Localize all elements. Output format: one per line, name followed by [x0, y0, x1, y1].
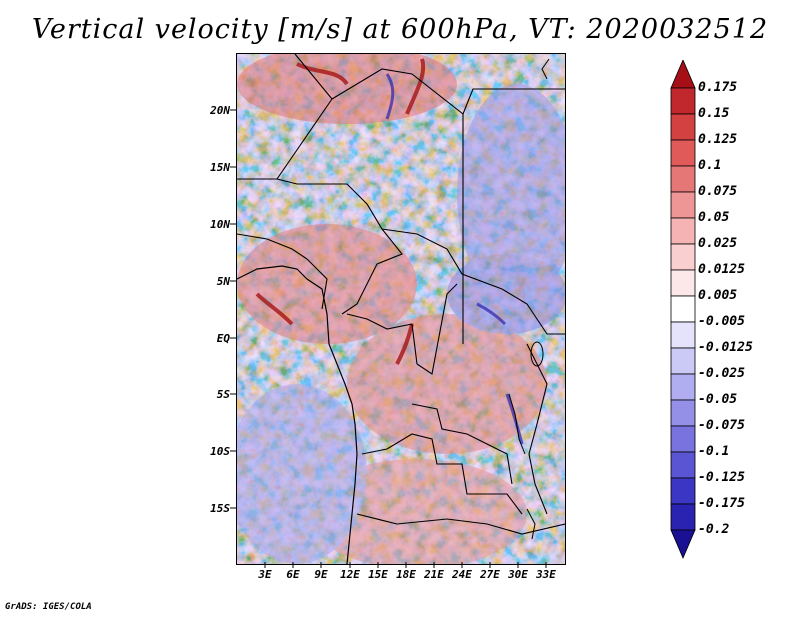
lon-tick-label: 33E — [536, 568, 556, 581]
colorbar-label: -0.005 — [698, 314, 745, 329]
colorbar-label: 0.05 — [698, 210, 730, 225]
colorbar-label: -0.125 — [698, 470, 745, 485]
lon-tick-label: 18E — [396, 568, 416, 581]
lon-tick-label: 27E — [480, 568, 500, 581]
colorbar-bin — [670, 451, 696, 479]
lat-tick-label: 10N — [210, 218, 230, 231]
colorbar-bin — [670, 399, 696, 427]
colorbar-bin — [670, 217, 696, 245]
colorbar-label: -0.05 — [698, 392, 738, 407]
velocity-map — [236, 53, 566, 565]
colorbar-label: 0.15 — [698, 106, 730, 121]
colorbar-bin — [670, 347, 696, 375]
colorbar-bin — [670, 529, 696, 560]
lat-tick-label: 5S — [216, 388, 230, 401]
colorbar-label: 0.0125 — [698, 262, 745, 277]
map-title: Vertical velocity [m/s] at 600hPa, VT: 2… — [31, 14, 769, 45]
lat-tick-label: 10S — [210, 445, 230, 458]
lat-tick-label: 20N — [210, 104, 230, 117]
lat-tick-label: 15N — [210, 161, 230, 174]
lon-tick-label: 3E — [258, 568, 272, 581]
colorbar-bin — [670, 191, 696, 219]
colorbar-bin — [670, 503, 696, 531]
colorbar-label: -0.175 — [698, 496, 745, 511]
lon-tick-label: 21E — [424, 568, 444, 581]
lat-tick-label: EQ — [216, 332, 230, 345]
strong-updraft-streaks — [255, 58, 426, 365]
lon-tick-label: 9E — [314, 568, 328, 581]
lon-tick-label: 24E — [452, 568, 472, 581]
lon-tick-label: 30E — [508, 568, 528, 581]
colorbar-bin — [670, 60, 696, 89]
colorbar-bin — [670, 425, 696, 453]
colorbar-bin — [670, 165, 696, 193]
colorbar-label: -0.1 — [698, 444, 730, 459]
colorbar-label: 0.075 — [698, 184, 738, 199]
lon-tick-label: 15E — [368, 568, 388, 581]
colorbar-bin — [670, 269, 696, 297]
colorbar-label: 0.125 — [698, 132, 738, 147]
colorbar-label: -0.075 — [698, 418, 745, 433]
grads-credit: GrADS: IGES/COLA — [5, 602, 92, 612]
colorbar-bin — [670, 113, 696, 141]
colorbar — [670, 60, 696, 560]
lon-tick-label: 12E — [340, 568, 360, 581]
colorbar-label: -0.0125 — [698, 340, 753, 355]
colorbar-bin — [670, 321, 696, 349]
lat-tick-label: 15S — [210, 502, 230, 515]
lon-tick-label: 6E — [286, 568, 300, 581]
lat-tick-label: 5N — [216, 275, 230, 288]
colorbar-bin — [670, 139, 696, 167]
lat-tick-marks — [230, 109, 236, 509]
colorbar-label: 0.175 — [698, 80, 738, 95]
lakes — [508, 58, 550, 540]
colorbar-label: -0.2 — [698, 522, 730, 537]
lon-tick-marks — [264, 562, 547, 568]
colorbar-label: 0.005 — [698, 288, 738, 303]
country-borders — [237, 54, 565, 535]
colorbar-bin — [670, 243, 696, 271]
colorbar-bin — [670, 477, 696, 505]
colorbar-label: 0.1 — [698, 158, 722, 173]
colorbar-bin — [670, 87, 696, 115]
strong-downdraft-streaks — [385, 73, 524, 445]
colorbar-label: -0.025 — [698, 366, 745, 381]
coastline — [237, 265, 358, 564]
colorbar-bin — [670, 373, 696, 401]
colorbar-label: 0.025 — [698, 236, 738, 251]
colorbar-bin — [670, 295, 696, 323]
